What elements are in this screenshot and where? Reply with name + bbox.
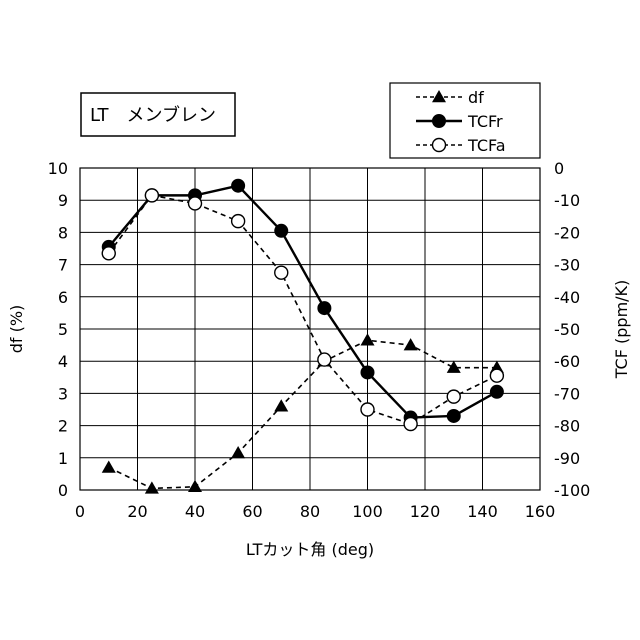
data-point-filled-circle	[275, 224, 288, 237]
y-left-tick-label: 9	[58, 191, 68, 210]
data-point-open-circle	[189, 197, 202, 210]
y-right-tick-label: 0	[554, 159, 564, 178]
data-point-triangle	[145, 481, 159, 493]
data-point-open-circle	[447, 390, 460, 403]
y-right-tick-label: -20	[554, 223, 580, 242]
series-TCFa	[102, 189, 503, 431]
y-right-tick-label: -60	[554, 352, 580, 371]
series-line-TCFr	[109, 186, 497, 418]
x-tick-label: 20	[127, 502, 147, 521]
series-TCFr	[102, 179, 503, 424]
y-left-tick-label: 10	[48, 159, 68, 178]
y-right-tick-label: -80	[554, 417, 580, 436]
series	[102, 179, 504, 493]
legend: df TCFr TCFa	[390, 83, 540, 158]
y-axis-left-label: df (%)	[7, 305, 26, 354]
y-right-tick-label: -90	[554, 449, 580, 468]
data-point-filled-circle	[490, 385, 503, 398]
y-left-tick-label: 0	[58, 481, 68, 500]
data-point-open-circle	[433, 139, 446, 152]
x-tick-label: 140	[467, 502, 498, 521]
data-point-triangle	[361, 333, 375, 345]
y-left-tick-label: 3	[58, 384, 68, 403]
data-point-triangle	[188, 480, 202, 492]
data-point-filled-circle	[318, 302, 331, 315]
data-point-open-circle	[232, 215, 245, 228]
data-point-filled-circle	[232, 179, 245, 192]
data-point-open-circle	[404, 417, 417, 430]
y-left-tick-label: 8	[58, 223, 68, 242]
y-left-tick-label: 1	[58, 449, 68, 468]
data-point-filled-circle	[361, 366, 374, 379]
data-point-filled-circle	[447, 409, 460, 422]
y-right-tick-label: -70	[554, 384, 580, 403]
y-right-tick-label: -10	[554, 191, 580, 210]
y-left-tick-label: 2	[58, 417, 68, 436]
legend-label-df: df	[468, 88, 484, 107]
legend-label-TCFr: TCFr	[467, 112, 503, 131]
data-point-filled-circle	[433, 115, 446, 128]
data-point-open-circle	[361, 403, 374, 416]
data-point-open-circle	[318, 353, 331, 366]
y-left-tick-label: 5	[58, 320, 68, 339]
data-point-triangle	[102, 460, 116, 472]
y-right-tick-label: -40	[554, 288, 580, 307]
x-tick-label: 80	[300, 502, 320, 521]
y-right-tick-label: -30	[554, 256, 580, 275]
series-line-TCFa	[109, 195, 497, 424]
x-tick-label: 0	[75, 502, 85, 521]
y-right-tick-label: -50	[554, 320, 580, 339]
data-point-open-circle	[275, 266, 288, 279]
y-right-tick-label: -100	[554, 481, 590, 500]
y-left-tick-label: 7	[58, 256, 68, 275]
data-point-open-circle	[490, 369, 503, 382]
axis-ticks: 0204060801001201401600123456789100-10-20…	[48, 159, 591, 521]
title-box: LT メンブレン	[81, 93, 235, 136]
chart-title: LT メンブレン	[90, 104, 216, 126]
x-axis-label: LTカット角 (deg)	[246, 540, 374, 559]
grid	[80, 168, 540, 490]
x-tick-label: 60	[242, 502, 262, 521]
data-point-open-circle	[102, 247, 115, 260]
data-point-triangle	[404, 338, 418, 350]
series-df	[102, 333, 504, 493]
x-tick-label: 120	[410, 502, 441, 521]
data-point-triangle	[447, 361, 461, 373]
y-left-tick-label: 6	[58, 288, 68, 307]
x-tick-label: 40	[185, 502, 205, 521]
legend-frame	[390, 83, 540, 158]
x-tick-label: 100	[352, 502, 383, 521]
y-axis-right-label: TCF (ppm/K)	[612, 280, 631, 380]
x-tick-label: 160	[525, 502, 556, 521]
data-point-open-circle	[145, 189, 158, 202]
y-left-tick-label: 4	[58, 352, 68, 371]
legend-label-TCFa: TCFa	[467, 136, 506, 155]
series-line-df	[109, 340, 497, 488]
